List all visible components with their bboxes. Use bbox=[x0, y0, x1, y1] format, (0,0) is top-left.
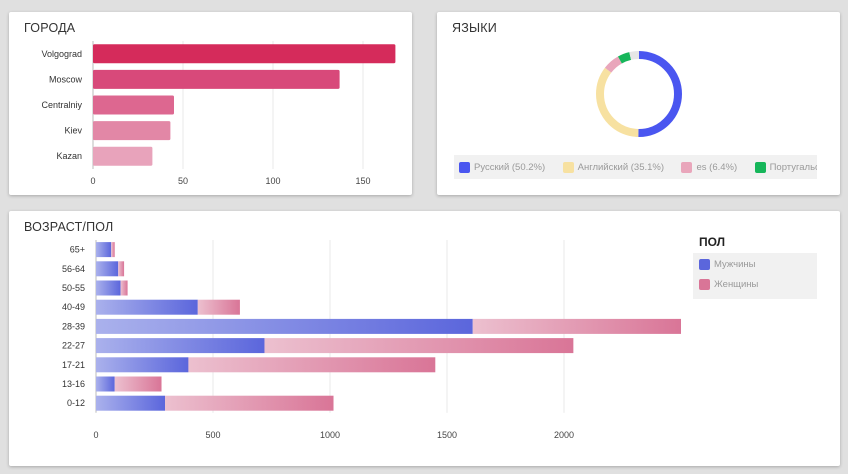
legend-swatch-men bbox=[699, 258, 710, 270]
bar-women-28-39 bbox=[472, 318, 681, 334]
gender-legend[interactable]: Мужчины Женщины bbox=[693, 253, 817, 299]
bar-men-40-49 bbox=[96, 299, 198, 315]
legend-label-men: Мужчины bbox=[714, 258, 756, 270]
bar-women-13-16 bbox=[114, 376, 162, 392]
languages-title: ЯЗЫКИ bbox=[452, 21, 497, 35]
bar-women-22-27 bbox=[264, 338, 574, 354]
bar-men-0-12 bbox=[96, 395, 166, 411]
legend-swatch-russian bbox=[459, 161, 470, 173]
x-tick-label: 100 bbox=[265, 176, 280, 186]
category-label-moscow: Moscow bbox=[49, 74, 83, 84]
gender-legend-title: ПОЛ bbox=[699, 235, 726, 249]
legend-item-es[interactable]: es (6.4%) bbox=[681, 155, 737, 179]
legend-swatch-es bbox=[681, 161, 693, 173]
cities-title: ГОРОДА bbox=[24, 21, 76, 35]
cities-card: ГОРОДА 0 50 100 150 Volgograd Moscow Centralni… bbox=[9, 12, 412, 195]
bar-women-50-55 bbox=[120, 280, 128, 296]
age-label-56-64: 56-64 bbox=[62, 264, 85, 274]
bar-volgograd bbox=[93, 44, 396, 64]
x-tick-label: 50 bbox=[178, 176, 188, 186]
legend-item-russian[interactable]: Русский (50.2%) bbox=[459, 155, 545, 179]
category-label-centralniy: Centralniy bbox=[41, 100, 82, 110]
languages-card: ЯЗЫКИ Русский (50.2%) Английский (35.1%)… bbox=[437, 12, 840, 195]
category-label-volgograd: Volgograd bbox=[41, 49, 82, 59]
age-label-22-27: 22-27 bbox=[62, 341, 85, 351]
age-label-17-21: 17-21 bbox=[62, 360, 85, 370]
age-label-13-16: 13-16 bbox=[62, 379, 85, 389]
x-tick-label: 1000 bbox=[320, 430, 340, 440]
legend-item-english[interactable]: Английский (35.1%) bbox=[562, 155, 665, 179]
bar-women-0-12 bbox=[165, 395, 334, 411]
age-gender-chart: 0 500 1000 1500 2000 65+ 56-64 50-55 40-49 28-39 2… bbox=[62, 240, 681, 440]
legend-label-es: es (6.4%) bbox=[696, 161, 738, 173]
bar-men-17-21 bbox=[96, 357, 189, 373]
bar-centralniy bbox=[93, 95, 174, 115]
bar-kiev bbox=[93, 121, 171, 141]
legend-label-women: Женщины bbox=[714, 278, 759, 290]
age-label-0-12: 0-12 bbox=[67, 398, 85, 408]
bar-men-13-16 bbox=[96, 376, 115, 392]
age-label-28-39: 28-39 bbox=[62, 321, 85, 331]
languages-legend[interactable]: Русский (50.2%) Английский (35.1%) es (6… bbox=[454, 155, 817, 179]
category-label-kazan: Kazan bbox=[56, 151, 82, 161]
bar-women-17-21 bbox=[188, 357, 436, 373]
bar-men-50-55 bbox=[96, 280, 121, 296]
x-tick-label: 500 bbox=[205, 430, 220, 440]
category-label-kiev: Kiev bbox=[64, 126, 82, 136]
bar-men-22-27 bbox=[96, 338, 265, 354]
cities-chart: 0 50 100 150 Volgograd Moscow Centralniy Kiev Ka… bbox=[41, 41, 396, 186]
legend-swatch-portuguese bbox=[754, 161, 766, 173]
x-tick-label: 0 bbox=[93, 430, 98, 440]
donut-slice-other bbox=[596, 51, 682, 137]
age-label-50-55: 50-55 bbox=[62, 283, 85, 293]
bar-men-56-64 bbox=[96, 261, 119, 277]
bar-women-40-49 bbox=[197, 299, 240, 315]
x-tick-label: 0 bbox=[90, 176, 95, 186]
bar-men-65 bbox=[96, 242, 112, 258]
age-gender-card: ВОЗРАСТ/ПОЛ 0 500 1000 1500 2000 65+ 56-64 50-5… bbox=[9, 211, 840, 466]
legend-swatch-women bbox=[699, 278, 710, 290]
bar-women-65 bbox=[111, 242, 115, 258]
x-tick-label: 150 bbox=[355, 176, 370, 186]
x-tick-label: 1500 bbox=[437, 430, 457, 440]
age-label-40-49: 40-49 bbox=[62, 302, 85, 312]
legend-swatch-english bbox=[562, 161, 574, 173]
x-tick-label: 2000 bbox=[554, 430, 574, 440]
bar-men-28-39 bbox=[96, 318, 473, 334]
legend-item-portuguese[interactable]: Португальск bbox=[754, 155, 817, 179]
bar-women-56-64 bbox=[118, 261, 125, 277]
legend-label-portuguese: Португальск bbox=[769, 161, 817, 173]
legend-label-russian: Русский (50.2%) bbox=[474, 161, 546, 173]
languages-donut-chart bbox=[596, 51, 682, 137]
legend-label-english: Английский (35.1%) bbox=[577, 161, 665, 173]
age-gender-title: ВОЗРАСТ/ПОЛ bbox=[24, 220, 114, 234]
donut-slice-english bbox=[596, 51, 682, 137]
bar-moscow bbox=[93, 69, 340, 89]
age-label-65: 65+ bbox=[70, 245, 85, 255]
legend-item-men[interactable]: Мужчины bbox=[699, 255, 817, 273]
legend-item-women[interactable]: Женщины bbox=[699, 275, 817, 293]
bar-kazan bbox=[93, 146, 153, 166]
